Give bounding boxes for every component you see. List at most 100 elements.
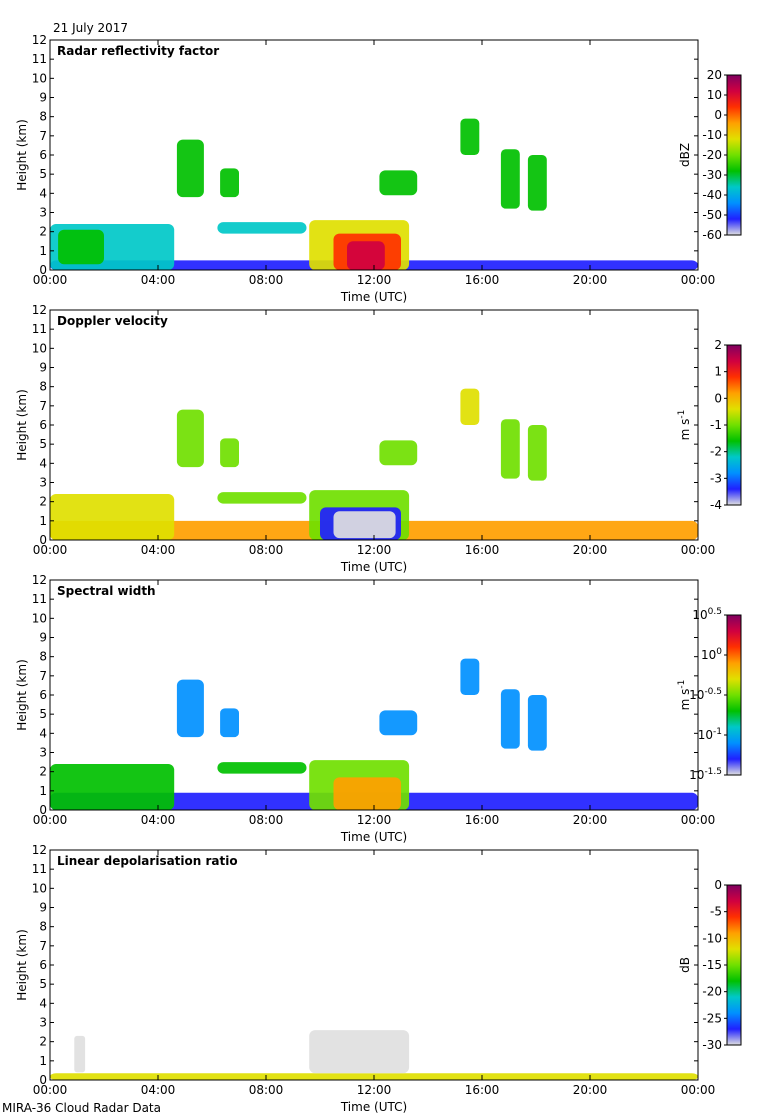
x-tick-label: 16:00 xyxy=(465,1083,500,1097)
x-tick-label: 00:00 xyxy=(681,273,716,287)
colorbar-tick-label: 0 xyxy=(714,108,722,122)
y-tick-label: 6 xyxy=(39,688,47,702)
colorbar-tick-label: -1 xyxy=(710,418,722,432)
x-tick-label: 12:00 xyxy=(357,273,392,287)
x-tick-label: 00:00 xyxy=(681,1083,716,1097)
colorbar-ramp xyxy=(726,884,742,1046)
echo-region-2 xyxy=(50,764,175,810)
y-tick-label: 8 xyxy=(39,920,47,934)
y-axis-label: Height (km) xyxy=(15,929,29,1000)
colorbar-ramp xyxy=(726,74,742,236)
date-label: 21 July 2017 xyxy=(53,21,129,35)
echo-region-9 xyxy=(460,658,480,695)
colorbar-tick-label: 2 xyxy=(714,338,722,352)
y-tick-label: 4 xyxy=(39,996,47,1010)
echo-region-6 xyxy=(176,679,204,738)
footer-label: MIRA-36 Cloud Radar Data xyxy=(2,1101,161,1115)
x-tick-label: 00:00 xyxy=(681,813,716,827)
heatmap-cells xyxy=(50,1030,698,1080)
x-tick-label: 12:00 xyxy=(357,1083,392,1097)
echo-region-7 xyxy=(176,409,204,468)
colorbar-tick-label: 100.5 xyxy=(692,607,722,622)
y-tick-label: 10 xyxy=(32,71,47,85)
x-axis-label: Time (UTC) xyxy=(340,290,407,304)
y-tick-label: 7 xyxy=(39,669,47,683)
y-tick-label: 3 xyxy=(39,1016,47,1030)
echo-region-7 xyxy=(220,708,239,738)
colorbar-tick-label: -10 xyxy=(702,931,722,945)
echo-region-8 xyxy=(176,139,204,198)
colorbar-tick-label: 10-1 xyxy=(698,727,722,742)
x-tick-label: 04:00 xyxy=(141,543,176,557)
x-tick-label: 00:00 xyxy=(33,813,68,827)
y-tick-label: 0 xyxy=(39,533,47,547)
x-tick-label: 00:00 xyxy=(681,543,716,557)
y-tick-label: 7 xyxy=(39,129,47,143)
colorbar-tick-label: -30 xyxy=(702,1038,722,1052)
colorbar-ramp xyxy=(726,344,742,506)
colorbar: 100.5 100 10-0.5 10-1 10-1.5 m s-1 xyxy=(677,607,742,782)
y-tick-label: 2 xyxy=(39,1035,47,1049)
echo-region-12 xyxy=(500,149,520,209)
x-tick-label: 20:00 xyxy=(573,813,608,827)
colorbar-ramp xyxy=(726,614,742,776)
y-tick-label: 11 xyxy=(32,52,47,66)
colorbar-tick-label: -50 xyxy=(702,208,722,222)
y-tick-label: 9 xyxy=(39,631,47,645)
echo-region-4 xyxy=(217,222,307,234)
y-tick-label: 4 xyxy=(39,456,47,470)
echo-region-2 xyxy=(309,1030,410,1074)
y-tick-label: 1 xyxy=(39,1054,47,1068)
y-tick-label: 12 xyxy=(32,843,47,857)
y-tick-label: 6 xyxy=(39,958,47,972)
y-tick-label: 7 xyxy=(39,939,47,953)
y-tick-label: 10 xyxy=(32,341,47,355)
x-tick-label: 20:00 xyxy=(573,543,608,557)
y-tick-label: 3 xyxy=(39,746,47,760)
echo-region-11 xyxy=(527,695,547,751)
echo-region-9 xyxy=(220,168,239,198)
y-tick-label: 4 xyxy=(39,726,47,740)
y-tick-label: 2 xyxy=(39,765,47,779)
y-tick-label: 10 xyxy=(32,611,47,625)
colorbar-tick-label: -20 xyxy=(702,148,722,162)
x-tick-label: 08:00 xyxy=(249,813,284,827)
echo-region-13 xyxy=(527,155,547,211)
y-tick-label: 9 xyxy=(39,91,47,105)
y-tick-label: 11 xyxy=(32,592,47,606)
y-tick-label: 1 xyxy=(39,244,47,258)
y-axis-label: Height (km) xyxy=(15,389,29,460)
y-tick-label: 8 xyxy=(39,380,47,394)
heatmap-cells xyxy=(50,658,698,810)
colorbar-unit-label: m s-1 xyxy=(677,410,692,441)
panel-title: Radar reflectivity factor xyxy=(57,44,219,58)
colorbar-tick-label: 20 xyxy=(707,68,722,82)
panel-title: Spectral width xyxy=(57,584,156,598)
x-tick-label: 20:00 xyxy=(573,273,608,287)
colorbar-tick-label: -40 xyxy=(702,188,722,202)
y-tick-label: 0 xyxy=(39,263,47,277)
colorbar-unit-label: m s-1 xyxy=(677,680,692,711)
echo-region-8 xyxy=(379,710,418,736)
echo-region-2 xyxy=(50,494,175,540)
x-tick-label: 04:00 xyxy=(141,273,176,287)
x-tick-label: 00:00 xyxy=(33,1083,68,1097)
colorbar-tick-label: 10-0.5 xyxy=(689,687,722,702)
echo-region-3 xyxy=(217,492,307,504)
x-tick-label: 12:00 xyxy=(357,813,392,827)
y-tick-label: 8 xyxy=(39,650,47,664)
y-tick-label: 6 xyxy=(39,418,47,432)
echo-region-10 xyxy=(460,388,480,425)
echo-region-5 xyxy=(333,777,401,810)
echo-region-3 xyxy=(217,762,307,774)
panel-title: Doppler velocity xyxy=(57,314,168,328)
y-tick-label: 0 xyxy=(39,1073,47,1087)
colorbar: 0 -5 -10 -15 -20 -25 -30 dB xyxy=(678,878,742,1052)
y-tick-label: 12 xyxy=(32,573,47,587)
x-tick-label: 08:00 xyxy=(249,543,284,557)
y-tick-label: 2 xyxy=(39,225,47,239)
colorbar-tick-label: -30 xyxy=(702,168,722,182)
echo-region-10 xyxy=(500,689,520,749)
colorbar-tick-label: -15 xyxy=(702,958,722,972)
